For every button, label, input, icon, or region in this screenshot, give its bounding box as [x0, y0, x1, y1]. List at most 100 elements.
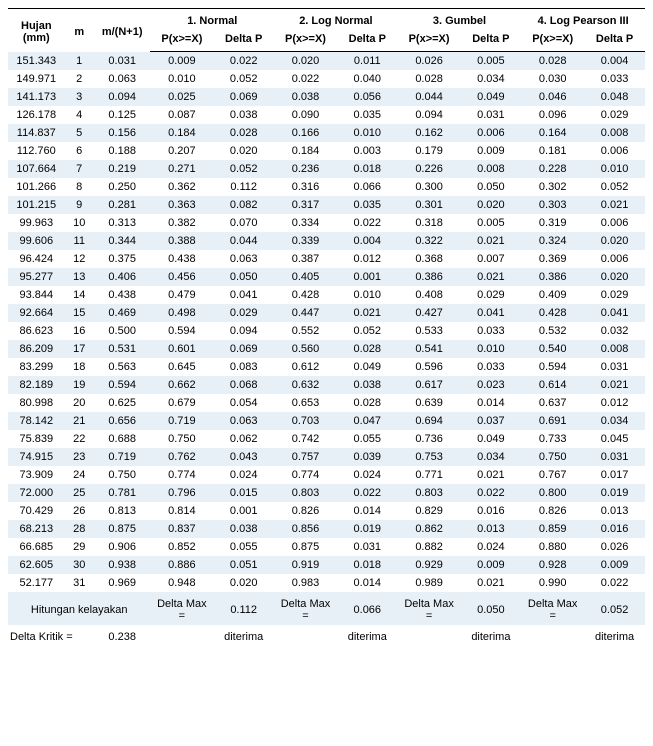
statistics-table: Hujan (mm) m m/(N+1) 1. Normal 2. Log No…	[8, 8, 645, 646]
cell-p1: 0.814	[150, 502, 213, 520]
cell-h: 72.000	[8, 484, 65, 502]
cell-d1: 0.069	[213, 340, 274, 358]
cell-p3: 0.162	[398, 124, 461, 142]
cell-h: 112.760	[8, 142, 65, 160]
cell-p1: 0.662	[150, 376, 213, 394]
cell-d1: 0.038	[213, 106, 274, 124]
cell-p4: 0.181	[521, 142, 584, 160]
cell-mn: 0.656	[94, 412, 151, 430]
cell-h: 86.623	[8, 322, 65, 340]
table-row: 101.21590.2810.3630.0820.3170.0350.3010.…	[8, 196, 645, 214]
cell-mn: 0.531	[94, 340, 151, 358]
cell-d1: 0.050	[213, 268, 274, 286]
cell-mn: 0.281	[94, 196, 151, 214]
cell-d1: 0.052	[213, 160, 274, 178]
cell-d3: 0.006	[461, 124, 522, 142]
cell-p1: 0.388	[150, 232, 213, 250]
cell-d4: 0.006	[584, 214, 645, 232]
cell-p3: 0.386	[398, 268, 461, 286]
cell-p3: 0.226	[398, 160, 461, 178]
cell-h: 73.909	[8, 466, 65, 484]
cell-p2: 0.803	[274, 484, 337, 502]
cell-d1: 0.044	[213, 232, 274, 250]
cell-p1: 0.886	[150, 556, 213, 574]
cell-p4: 0.302	[521, 178, 584, 196]
cell-m: 21	[65, 412, 94, 430]
cell-h: 75.839	[8, 430, 65, 448]
table-row: 73.909240.7500.7740.0240.7740.0240.7710.…	[8, 466, 645, 484]
cell-h: 83.299	[8, 358, 65, 376]
cell-p2: 0.632	[274, 376, 337, 394]
cell-h: 93.844	[8, 286, 65, 304]
cell-d4: 0.004	[584, 52, 645, 71]
cell-m: 29	[65, 538, 94, 556]
cell-d2: 0.010	[337, 124, 398, 142]
cell-h: 86.209	[8, 340, 65, 358]
cell-mn: 0.313	[94, 214, 151, 232]
cell-p2: 0.826	[274, 502, 337, 520]
cell-d3: 0.050	[461, 178, 522, 196]
cell-p3: 0.028	[398, 70, 461, 88]
cell-d2: 0.010	[337, 286, 398, 304]
cell-d4: 0.029	[584, 106, 645, 124]
cell-d2: 0.003	[337, 142, 398, 160]
cell-p4: 0.614	[521, 376, 584, 394]
cell-p4: 0.637	[521, 394, 584, 412]
cell-d3: 0.021	[461, 466, 522, 484]
cell-p4: 0.319	[521, 214, 584, 232]
header-d4: Delta P	[584, 30, 645, 52]
cell-p4: 0.030	[521, 70, 584, 88]
table-row: 141.17330.0940.0250.0690.0380.0560.0440.…	[8, 88, 645, 106]
cell-d4: 0.034	[584, 412, 645, 430]
cell-d4: 0.016	[584, 520, 645, 538]
cell-mn: 0.938	[94, 556, 151, 574]
cell-m: 23	[65, 448, 94, 466]
cell-p1: 0.948	[150, 574, 213, 592]
cell-d4: 0.006	[584, 142, 645, 160]
cell-d4: 0.048	[584, 88, 645, 106]
cell-p2: 0.334	[274, 214, 337, 232]
cell-p1: 0.719	[150, 412, 213, 430]
cell-m: 18	[65, 358, 94, 376]
cell-d3: 0.033	[461, 322, 522, 340]
cell-mn: 0.094	[94, 88, 151, 106]
cell-p3: 0.094	[398, 106, 461, 124]
table-row: 62.605300.9380.8860.0510.9190.0180.9290.…	[8, 556, 645, 574]
cell-p3: 0.771	[398, 466, 461, 484]
cell-d3: 0.007	[461, 250, 522, 268]
cell-p1: 0.207	[150, 142, 213, 160]
cell-d2: 0.014	[337, 574, 398, 592]
cell-p3: 0.989	[398, 574, 461, 592]
table-row: 83.299180.5630.6450.0830.6120.0490.5960.…	[8, 358, 645, 376]
cell-d4: 0.012	[584, 394, 645, 412]
cell-d2: 0.035	[337, 196, 398, 214]
cell-m: 17	[65, 340, 94, 358]
cell-d4: 0.020	[584, 268, 645, 286]
cell-p3: 0.533	[398, 322, 461, 340]
cell-p4: 0.767	[521, 466, 584, 484]
cell-p4: 0.532	[521, 322, 584, 340]
cell-p3: 0.322	[398, 232, 461, 250]
hitungan-label: Hitungan kelayakan	[8, 592, 150, 625]
cell-mn: 0.875	[94, 520, 151, 538]
cell-d2: 0.056	[337, 88, 398, 106]
cell-p4: 0.990	[521, 574, 584, 592]
cell-m: 9	[65, 196, 94, 214]
cell-p4: 0.733	[521, 430, 584, 448]
cell-p1: 0.837	[150, 520, 213, 538]
cell-p1: 0.852	[150, 538, 213, 556]
cell-p2: 0.405	[274, 268, 337, 286]
cell-d2: 0.040	[337, 70, 398, 88]
cell-p4: 0.046	[521, 88, 584, 106]
cell-d4: 0.013	[584, 502, 645, 520]
cell-d3: 0.049	[461, 88, 522, 106]
cell-mn: 0.188	[94, 142, 151, 160]
cell-d1: 0.083	[213, 358, 274, 376]
cell-p1: 0.184	[150, 124, 213, 142]
cell-d2: 0.039	[337, 448, 398, 466]
table-row: 149.97120.0630.0100.0520.0220.0400.0280.…	[8, 70, 645, 88]
cell-p4: 0.386	[521, 268, 584, 286]
cell-p1: 0.762	[150, 448, 213, 466]
cell-p2: 0.317	[274, 196, 337, 214]
header-group-lognormal: 2. Log Normal	[274, 9, 398, 31]
